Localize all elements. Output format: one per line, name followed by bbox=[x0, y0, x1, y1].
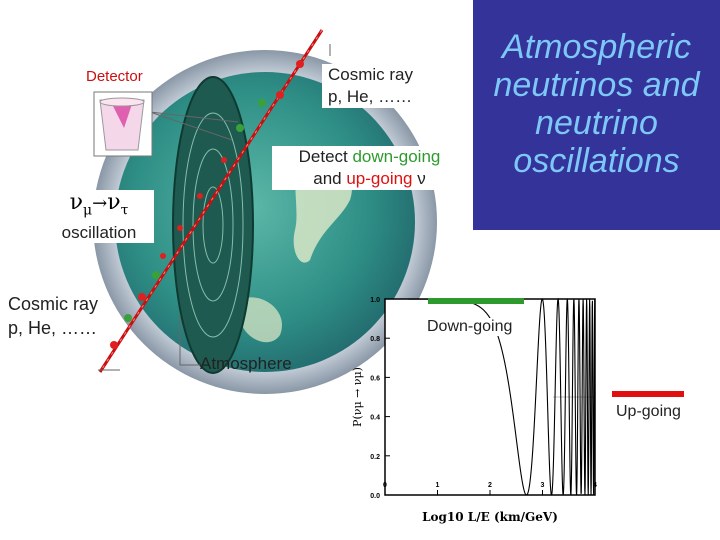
x-tick-label: 2 bbox=[488, 482, 492, 489]
cosmic-ray-top-label: Cosmic ray p, He, …… bbox=[322, 64, 420, 108]
up-going-highlight: up-going bbox=[346, 169, 413, 188]
cosmic-ray-left-label: Cosmic ray p, He, …… bbox=[8, 292, 103, 340]
particle-dots bbox=[110, 60, 304, 349]
slide-title: Atmospheric neutrinos and neutrino oscil… bbox=[493, 28, 700, 180]
continent bbox=[240, 297, 282, 343]
cosmic-ray-top-line2: p, He, …… bbox=[328, 87, 413, 106]
down-going-bar bbox=[428, 298, 524, 304]
detector-pointer bbox=[149, 111, 239, 123]
x-tick-label: 1 bbox=[436, 482, 440, 489]
x-tick-label: 0 bbox=[383, 482, 387, 489]
atmosphere-label: Atmosphere bbox=[200, 354, 292, 373]
detect-caption: Detect down-going and up-going ν bbox=[272, 146, 467, 190]
y-tick-label: 0.0 bbox=[370, 493, 380, 500]
x-tick-label: 3 bbox=[541, 482, 545, 489]
cosmic-ray-left-line1: Cosmic ray bbox=[8, 294, 99, 314]
oscillation-formula: νμ→ντ bbox=[69, 190, 129, 219]
down-going-highlight: down-going bbox=[352, 147, 441, 166]
neutrino-path bbox=[98, 29, 324, 373]
detector-label: Detector bbox=[86, 68, 143, 85]
y-tick-label: 1.0 bbox=[370, 297, 380, 304]
y-tick-label: 0.8 bbox=[370, 336, 380, 343]
y-tick-label: 0.2 bbox=[370, 454, 380, 461]
detector-icon bbox=[93, 91, 153, 157]
y-tick-label: 0.4 bbox=[370, 415, 380, 422]
down-going-label: Down-going bbox=[425, 318, 515, 336]
y-tick-label: 0.6 bbox=[370, 375, 380, 382]
earth-cross-section bbox=[172, 76, 254, 374]
x-tick-label: 4 bbox=[593, 482, 597, 489]
x-axis-label: Log10 L/E (km/GeV) bbox=[422, 510, 558, 524]
cosmic-ray-left-line2: p, He, …… bbox=[8, 318, 98, 338]
up-going-bar bbox=[612, 391, 684, 397]
atmosphere-pointer bbox=[179, 315, 200, 366]
oscillation-word: oscillation bbox=[61, 223, 137, 243]
y-axis-label: P(νμ → νμ) bbox=[351, 367, 364, 427]
up-going-label: Up-going bbox=[614, 403, 683, 421]
title-background bbox=[473, 0, 720, 230]
oscillation-label: νμ→ντ oscillation bbox=[44, 190, 154, 244]
cosmic-ray-top-line1: Cosmic ray bbox=[328, 65, 414, 84]
